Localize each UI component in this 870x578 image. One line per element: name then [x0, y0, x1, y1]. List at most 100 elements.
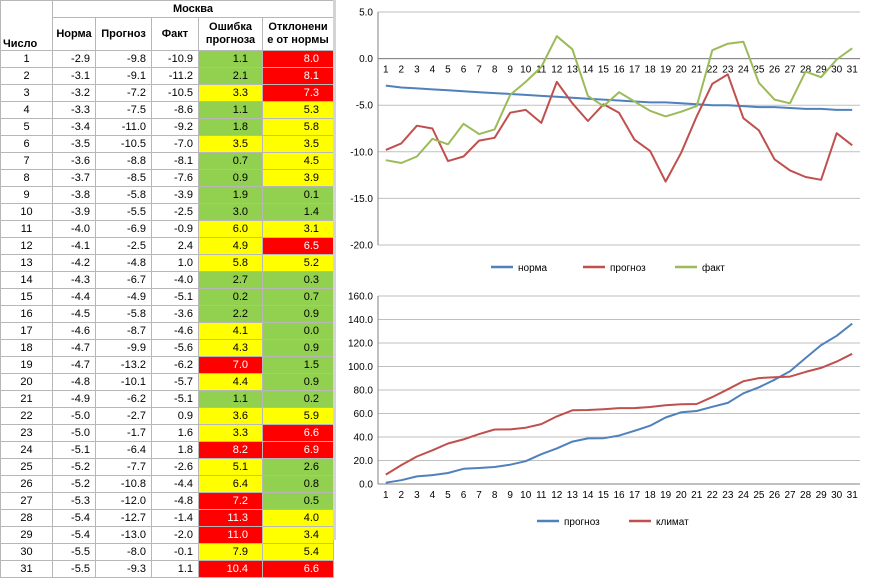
cell-error: 7.9	[198, 543, 263, 561]
cell-error: 2.7	[198, 271, 263, 289]
x-tick-label: 1	[383, 65, 389, 76]
cell-norm: -3.1	[52, 67, 96, 85]
cell-error: 11.0	[198, 526, 263, 544]
cell-day: 6	[0, 135, 53, 153]
x-tick-label: 13	[567, 490, 579, 501]
cell-norm: -5.4	[52, 509, 96, 527]
cell-fact: -2.6	[151, 458, 199, 476]
table-row: 25 -5.2 -7.7 -2.6 5.1 2.6	[0, 458, 334, 476]
table-row: 8 -3.7 -8.5 -7.6 0.9 3.9	[0, 169, 334, 187]
cell-day: 26	[0, 475, 53, 493]
cell-day: 24	[0, 441, 53, 459]
cell-error: 4.4	[198, 373, 263, 391]
cell-day: 10	[0, 203, 53, 221]
y-tick-label: 160.0	[348, 292, 373, 303]
x-tick-label: 31	[847, 490, 859, 501]
table-row: 17 -4.6 -8.7 -4.6 4.1 0.0	[0, 322, 334, 340]
x-tick-label: 16	[613, 65, 625, 76]
cell-norm: -5.4	[52, 526, 96, 544]
y-tick-label: 40.0	[354, 433, 374, 444]
y-tick-label: 0.0	[359, 480, 373, 491]
series-line-3	[385, 35, 853, 164]
cell-deviation: 0.3	[262, 271, 334, 289]
cell-forecast: -8.5	[95, 169, 152, 187]
x-tick-label: 30	[831, 65, 843, 76]
cell-deviation: 1.5	[262, 356, 334, 374]
cell-norm: -4.7	[52, 339, 96, 357]
table-row: 26 -5.2 -10.8 -4.4 6.4 0.8	[0, 475, 334, 493]
cell-error: 6.0	[198, 220, 263, 238]
cell-deviation: 6.6	[262, 424, 334, 442]
cell-forecast: -7.2	[95, 84, 152, 102]
table-row: 27 -5.3 -12.0 -4.8 7.2 0.5	[0, 492, 334, 510]
cell-error: 10.4	[198, 560, 263, 578]
cell-error: 0.2	[198, 288, 263, 306]
cell-norm: -4.3	[52, 271, 96, 289]
cell-fact: -7.6	[151, 169, 199, 187]
cell-forecast: -13.2	[95, 356, 152, 374]
cell-error: 3.6	[198, 407, 263, 425]
cell-fact: -8.1	[151, 152, 199, 170]
cell-deviation: 3.9	[262, 169, 334, 187]
cell-fact: -7.0	[151, 135, 199, 153]
cell-error: 4.3	[198, 339, 263, 357]
cell-error: 3.0	[198, 203, 263, 221]
x-tick-label: 26	[769, 490, 781, 501]
cell-deviation: 3.5	[262, 135, 334, 153]
header-forecast: Прогноз	[95, 17, 152, 51]
cell-day: 5	[0, 118, 53, 136]
table-row: 10 -3.9 -5.5 -2.5 3.0 1.4	[0, 203, 334, 221]
x-tick-label: 2	[399, 65, 405, 76]
cell-day: 7	[0, 152, 53, 170]
cell-deviation: 5.8	[262, 118, 334, 136]
x-tick-label: 14	[582, 65, 594, 76]
cell-forecast: -9.1	[95, 67, 152, 85]
cell-fact: -0.9	[151, 220, 199, 238]
cell-day: 19	[0, 356, 53, 374]
series-line-1	[385, 322, 853, 484]
forecast-table-area: Москва Число Норма Прогноз Факт Ошибка п…	[0, 0, 334, 578]
legend-label: норма	[518, 263, 548, 274]
cell-forecast: -5.8	[95, 305, 152, 323]
cell-fact: 0.9	[151, 407, 199, 425]
cell-forecast: -8.7	[95, 322, 152, 340]
x-tick-label: 28	[800, 65, 812, 76]
cell-day: 18	[0, 339, 53, 357]
cell-fact: -9.2	[151, 118, 199, 136]
y-tick-label: 60.0	[354, 409, 374, 420]
x-tick-label: 10	[520, 65, 532, 76]
x-tick-label: 13	[567, 65, 579, 76]
x-tick-label: 21	[691, 490, 703, 501]
cell-day: 29	[0, 526, 53, 544]
x-tick-label: 25	[753, 490, 765, 501]
table-row: 7 -3.6 -8.8 -8.1 0.7 4.5	[0, 152, 334, 170]
cell-forecast: -4.8	[95, 254, 152, 272]
x-tick-label: 8	[492, 490, 498, 501]
cell-norm: -4.4	[52, 288, 96, 306]
cell-deviation: 6.9	[262, 441, 334, 459]
corner-cell	[0, 0, 53, 18]
table-row: 24 -5.1 -6.4 1.8 8.2 6.9	[0, 441, 334, 459]
cell-deviation: 8.0	[262, 50, 334, 68]
x-tick-label: 27	[784, 65, 796, 76]
pane-separator	[333, 0, 336, 540]
cell-deviation: 0.9	[262, 339, 334, 357]
x-tick-label: 6	[461, 490, 467, 501]
cell-norm: -5.0	[52, 407, 96, 425]
x-tick-label: 18	[645, 490, 657, 501]
cell-forecast: -10.8	[95, 475, 152, 493]
table-row: 5 -3.4 -11.0 -9.2 1.8 5.8	[0, 118, 334, 136]
charts-area: 5.00.0-5.0-10.0-15.0-20.01 2 3 4 5 6 7 8 9 10 11 12…	[348, 8, 860, 528]
header-deviation: Отклонени е от нормы	[262, 17, 334, 51]
table-row: 23 -5.0 -1.7 1.6 3.3 6.6	[0, 424, 334, 442]
x-tick-label: 16	[613, 490, 625, 501]
cell-error: 1.9	[198, 186, 263, 204]
cell-forecast: -9.9	[95, 339, 152, 357]
table-row: 15 -4.4 -4.9 -5.1 0.2 0.7	[0, 288, 334, 306]
x-tick-label: 23	[722, 65, 734, 76]
x-tick-label: 12	[551, 490, 563, 501]
cell-error: 7.0	[198, 356, 263, 374]
cell-deviation: 8.1	[262, 67, 334, 85]
cell-forecast: -13.0	[95, 526, 152, 544]
cell-error: 7.2	[198, 492, 263, 510]
